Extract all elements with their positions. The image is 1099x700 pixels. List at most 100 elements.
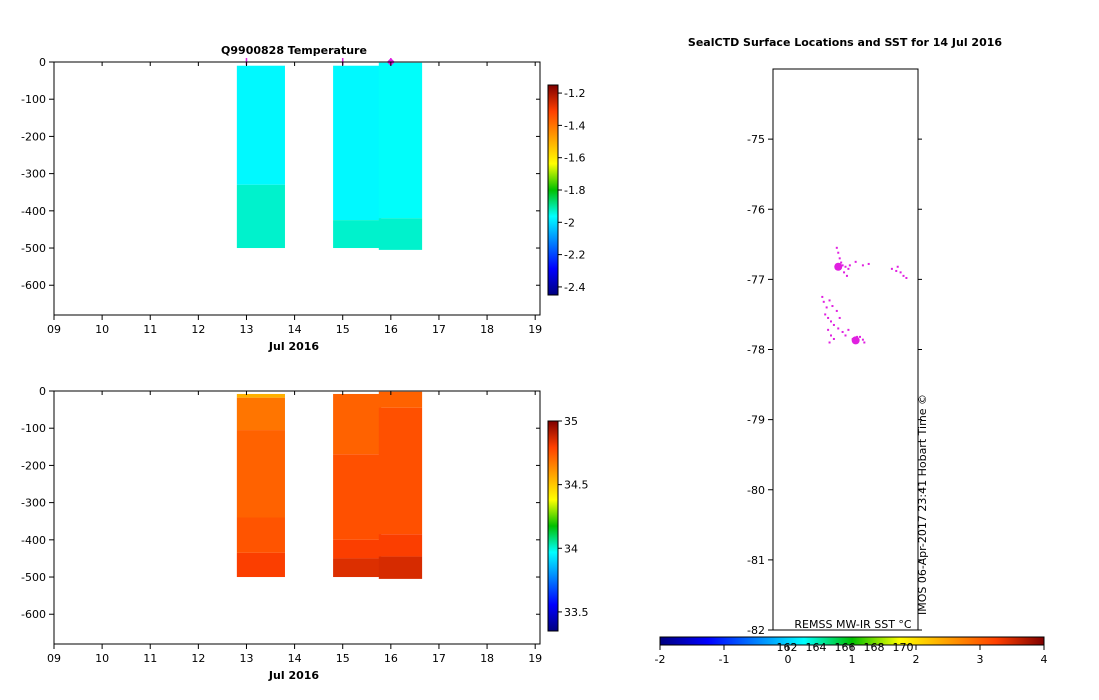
location-point — [837, 251, 840, 254]
location-point — [895, 269, 898, 272]
profile-0-segment-0 — [236, 65, 285, 185]
x-tick-label: 19 — [528, 323, 542, 336]
x-tick-label: 16 — [384, 323, 398, 336]
temperature-xlabel: Jul 2016 — [268, 340, 319, 353]
lat-tick-label: -81 — [747, 554, 765, 567]
location-highlight — [851, 336, 860, 345]
inner-tick-label: 162 — [777, 641, 798, 654]
x-tick-label: 13 — [239, 323, 253, 336]
map-panel: SealCTD Surface Locations and SST for 14… — [655, 36, 1048, 666]
x-tick-label: 16 — [384, 652, 398, 665]
profile-2-segment-1 — [378, 218, 423, 250]
salinity-xlabel: Jul 2016 — [268, 669, 319, 682]
location-point — [828, 341, 831, 344]
profile-0-segment-2 — [236, 430, 285, 518]
location-point — [863, 341, 866, 344]
temperature-title: Q9900828 Temperature — [221, 44, 367, 57]
colorbar-tick-label: -1.2 — [564, 87, 585, 100]
temperature-colorbar-ticks: -1.2 -1.4 -1.6 -1.8 -2 -2.2 -2.4 — [558, 87, 585, 294]
location-point — [848, 264, 851, 267]
y-tick-label: -100 — [21, 422, 46, 435]
inner-tick-label: 168 — [864, 641, 885, 654]
y-tick-label: -100 — [21, 93, 46, 106]
map-title: SealCTD Surface Locations and SST for 14… — [688, 36, 1002, 49]
map-frame — [772, 68, 919, 631]
x-tick-label: 18 — [480, 323, 494, 336]
location-point — [843, 271, 846, 274]
profile-1-segment-3 — [333, 558, 382, 578]
location-point — [847, 328, 850, 331]
temperature-profiles — [236, 62, 423, 250]
location-point — [899, 271, 902, 274]
location-point — [890, 267, 893, 270]
y-tick-label: 0 — [39, 56, 46, 69]
sst-tick-label: 1 — [849, 653, 856, 666]
lat-tick-label: -75 — [747, 133, 765, 146]
location-point — [841, 330, 844, 333]
profile-0-segment-4 — [236, 552, 285, 578]
location-point — [830, 320, 832, 323]
y-tick-label: -300 — [21, 497, 46, 510]
location-point — [831, 305, 834, 308]
colorbar-tick-label: 35 — [564, 415, 578, 428]
profile-2-segment-3 — [378, 556, 423, 579]
location-point — [844, 334, 847, 337]
location-point — [835, 309, 838, 312]
x-tick-label: 10 — [95, 323, 109, 336]
sst-colorbar-ticks: -2 -1 0 1 2 3 4 162 164 166 168 170 — [655, 641, 1048, 666]
y-tick-label: -300 — [21, 168, 46, 181]
salinity-panel: 09 10 11 12 13 14 15 16 17 18 19 0 -100 -200 -300 -400 -… — [21, 385, 588, 682]
sst-tick-label: 2 — [913, 653, 920, 666]
location-point — [824, 313, 827, 316]
x-tick-label: 11 — [143, 652, 157, 665]
colorbar-tick-label: -1.6 — [564, 152, 585, 165]
location-point — [861, 338, 864, 341]
location-point — [827, 328, 830, 331]
location-point — [838, 316, 841, 319]
x-tick-label: 11 — [143, 323, 157, 336]
x-tick-label: 17 — [432, 652, 446, 665]
inner-tick-label: 166 — [835, 641, 856, 654]
profile-2-segment-0 — [378, 391, 423, 408]
location-point — [861, 264, 864, 267]
colorbar-tick-label: -2 — [564, 216, 575, 229]
location-point — [832, 337, 835, 340]
sst-tick-label: 4 — [1041, 653, 1048, 666]
location-point — [847, 267, 850, 270]
x-tick-label: 18 — [480, 652, 494, 665]
location-point — [867, 262, 870, 265]
location-point — [821, 295, 824, 298]
profile-2-segment-0 — [378, 62, 423, 219]
y-tick-label: -600 — [21, 279, 46, 292]
location-point — [828, 299, 831, 302]
profile-1-segment-1 — [333, 220, 382, 249]
y-tick-label: -200 — [21, 459, 46, 472]
profile-2-segment-2 — [378, 534, 423, 557]
x-tick-label: 15 — [336, 652, 350, 665]
location-point — [825, 306, 828, 309]
x-tick-label: 09 — [47, 652, 61, 665]
lat-tick-label: -77 — [747, 273, 765, 286]
colorbar-tick-label: 33.5 — [564, 606, 589, 619]
sst-colorbar-label: REMSS MW-IR SST °C — [794, 618, 912, 631]
y-tick-label: -400 — [21, 205, 46, 218]
colorbar-tick-label: -1.8 — [564, 184, 585, 197]
location-point — [835, 246, 838, 249]
map-latitude-axis: -75 -76 -77 -78 -79 -80 -81 -82 — [747, 133, 922, 637]
profile-1-segment-2 — [333, 539, 382, 559]
sst-tick-label: 0 — [785, 653, 792, 666]
salinity-colorbar — [547, 420, 559, 632]
x-tick-label: 17 — [432, 323, 446, 336]
profile-1-segment-0 — [333, 65, 382, 221]
profile-1-segment-0 — [333, 393, 382, 455]
map-points — [821, 246, 908, 345]
location-point — [837, 327, 840, 330]
lat-tick-label: -78 — [747, 344, 765, 357]
profile-0-segment-1 — [236, 397, 285, 431]
location-point — [822, 300, 825, 303]
location-point — [830, 334, 832, 337]
x-tick-label: 13 — [239, 652, 253, 665]
temperature-colorbar — [547, 84, 559, 296]
location-point — [896, 265, 899, 268]
